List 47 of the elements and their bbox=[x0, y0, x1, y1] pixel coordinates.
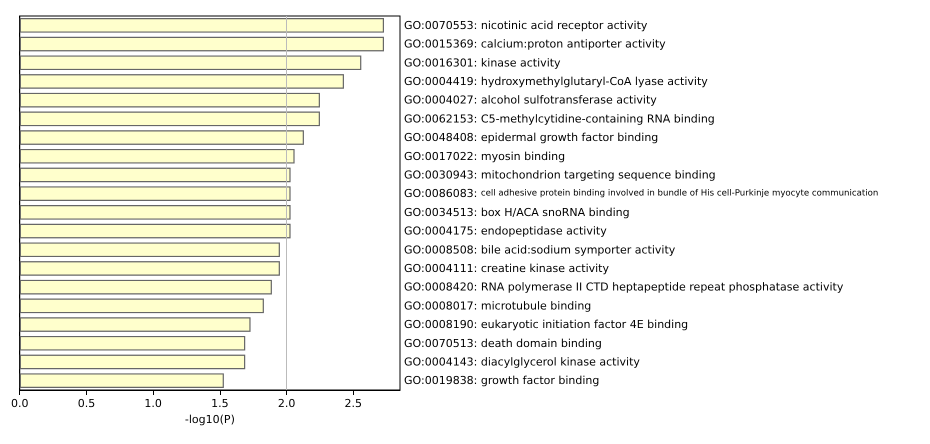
y-tick-label: GO:0070513: death domain binding bbox=[404, 336, 602, 350]
y-tick-label: GO:0070553: nicotinic acid receptor activity bbox=[404, 18, 648, 32]
bar bbox=[20, 148, 295, 164]
bar bbox=[20, 373, 224, 388]
bar bbox=[20, 18, 384, 33]
y-tick-label: GO:0030943: mitochondrion targeting sequence binding bbox=[404, 168, 716, 182]
y-tick-label: GO:0008420: RNA polymerase II CTD heptapeptide repeat phosphatase activity bbox=[404, 280, 844, 294]
bar bbox=[20, 36, 384, 52]
bar bbox=[20, 280, 272, 294]
bar bbox=[20, 130, 304, 145]
y-tick-label: GO:0086083: cell adhesive protein binding involved in bundle of His cell-Purkinje myocyte communication bbox=[404, 187, 878, 200]
bar bbox=[20, 92, 320, 108]
bar bbox=[20, 205, 291, 220]
y-tick-label: GO:0008017: microtubule binding bbox=[404, 299, 592, 312]
y-tick-label: GO:0008190: eukaryotic initiation factor 4E binding bbox=[404, 318, 688, 332]
y-tick-label: GO:0048408: epidermal growth factor binding bbox=[404, 131, 658, 144]
y-tick-label: GO:0015369: calcium:proton antiporter activity bbox=[404, 38, 666, 51]
y-tick-label: GO:0062153: C5-methylcytidine-containing RNA binding bbox=[404, 112, 715, 126]
y-tick-label: GO:0034513: box H/ACA snoRNA binding bbox=[404, 206, 630, 219]
y-tick-label: GO:0004419: hydroxymethylglutaryl-CoA lyase activity bbox=[404, 74, 708, 88]
bar bbox=[20, 186, 291, 201]
bar bbox=[20, 336, 246, 351]
x-tick-label: 1.0 bbox=[144, 397, 162, 410]
x-tick-label: 2.5 bbox=[344, 397, 362, 410]
x-tick-label: 0.5 bbox=[78, 397, 96, 410]
y-tick-label: GO:0019838: growth factor binding bbox=[404, 374, 600, 388]
y-tick-label: GO:0008508: bile acid:sodium symporter activity bbox=[404, 243, 676, 256]
x-tick-label: 2.0 bbox=[278, 397, 296, 410]
bar bbox=[20, 261, 280, 276]
bar bbox=[20, 112, 320, 126]
bar bbox=[20, 242, 280, 258]
y-tick-label: GO:0004111: creatine kinase activity bbox=[404, 262, 610, 275]
y-tick-label: GO:0004143: diacylglycerol kinase activity bbox=[404, 355, 640, 368]
x-tick-label: 1.5 bbox=[211, 397, 229, 410]
bar bbox=[20, 168, 291, 182]
y-tick-label: GO:0017022: myosin binding bbox=[404, 150, 566, 163]
x-axis-title: -log10(P) bbox=[184, 413, 235, 426]
bar bbox=[20, 317, 251, 332]
y-tick-label: GO:0004027: alcohol sulfotransferase activity bbox=[404, 94, 658, 107]
bar bbox=[20, 55, 362, 70]
bar bbox=[20, 298, 264, 314]
bar bbox=[20, 74, 344, 89]
y-tick-label: GO:0004175: endopeptidase activity bbox=[404, 224, 608, 238]
bar bbox=[20, 354, 246, 370]
x-tick-label: 0.0 bbox=[10, 397, 28, 410]
bar bbox=[20, 224, 291, 238]
y-tick-label: GO:0016301: kinase activity bbox=[404, 56, 562, 70]
